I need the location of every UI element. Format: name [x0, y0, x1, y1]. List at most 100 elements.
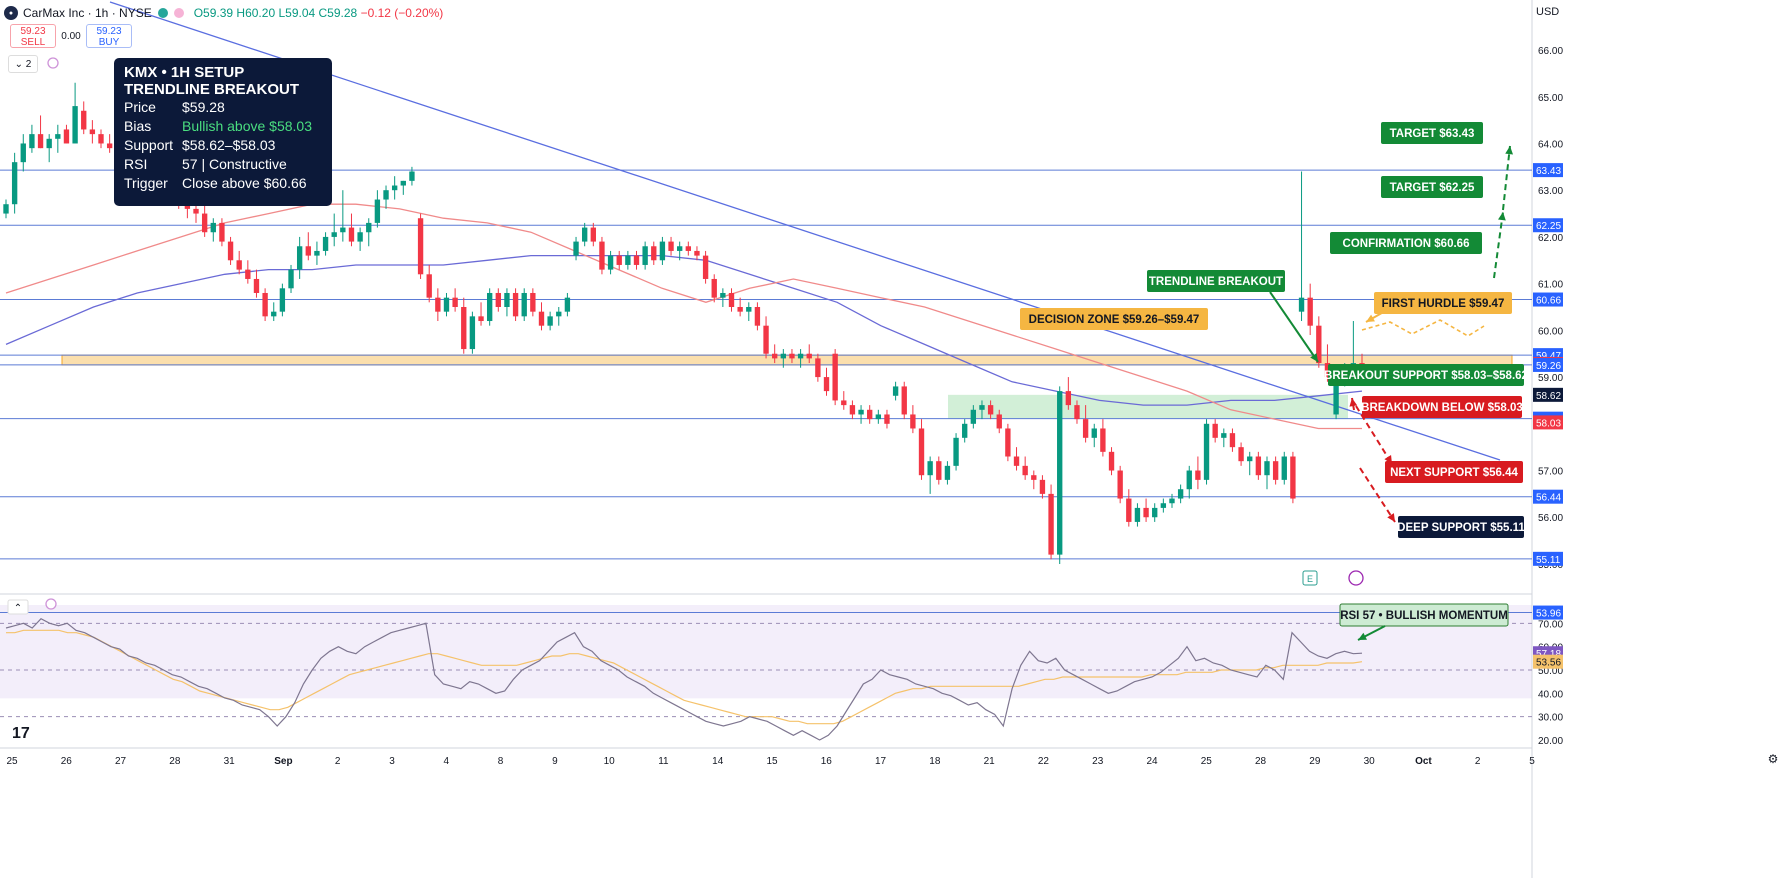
candle-body: [1013, 456, 1020, 466]
candle: [1169, 493, 1175, 508]
time-axis-tick: 30: [1364, 756, 1376, 767]
info-key: Support: [124, 137, 174, 153]
alert-marker-icon: [47, 57, 59, 69]
candle-body: [262, 292, 268, 317]
price-tag-label: 62.25: [1536, 221, 1561, 232]
candle: [530, 288, 536, 317]
target-1-label-bg: [1381, 122, 1483, 144]
candle-body: [849, 405, 856, 415]
candle: [711, 274, 717, 303]
candle: [1013, 447, 1020, 471]
candle: [1247, 451, 1253, 476]
candle-body: [210, 222, 216, 233]
confirmation-label: CONFIRMATION $60.66: [1330, 232, 1482, 254]
currency-label[interactable]: USD: [1536, 6, 1560, 18]
candle: [910, 405, 916, 434]
candle: [37, 115, 44, 149]
sell-button[interactable]: 59.23 SELL: [10, 24, 56, 48]
candle-body: [875, 414, 882, 420]
price-axis-tick: 65.00: [1538, 93, 1563, 104]
time-axis-tick: 31: [224, 756, 236, 767]
decision-zone-label-text: DECISION ZONE $59.26–$59.47: [1029, 314, 1200, 326]
target-2-label: TARGET $62.25: [1381, 176, 1483, 198]
time-axis-tick: 3: [389, 756, 395, 767]
rsi-note-arrow-head: [1358, 632, 1367, 640]
candle: [72, 82, 78, 144]
candle: [279, 283, 286, 317]
candle: [936, 456, 942, 485]
candle-body: [936, 461, 942, 480]
candle-body: [979, 405, 985, 410]
candle: [780, 349, 787, 368]
target-2-label-text: TARGET $62.25: [1390, 182, 1475, 194]
candle-body: [1134, 507, 1141, 522]
price-axis-tick: 64.00: [1538, 139, 1563, 150]
buy-button[interactable]: 59.23 BUY: [86, 24, 132, 48]
breakdown-below-label: BREAKDOWN BELOW $58.03: [1361, 396, 1523, 418]
time-axis-tick: 18: [929, 756, 941, 767]
candle: [651, 241, 657, 265]
confirmation-label-bg: [1330, 232, 1482, 254]
next-support-label-text: NEXT SUPPORT $56.44: [1390, 467, 1518, 479]
buy-price: 59.23: [96, 26, 122, 37]
indicators-toggle-button[interactable]: ⌄ 2: [8, 55, 38, 73]
candle: [253, 269, 260, 298]
candle-body: [55, 134, 61, 139]
candle: [763, 316, 769, 359]
ema-slow-line: [5, 254, 1363, 406]
rsi-tag-bg: [1533, 654, 1563, 669]
rsi-collapse-button[interactable]: [7, 599, 29, 615]
candle: [677, 241, 683, 261]
open-value: O59.39: [193, 6, 234, 20]
symbol-title[interactable]: CarMax Inc · 1h · NYSE: [23, 6, 152, 20]
candle-body: [832, 353, 838, 401]
candle: [366, 218, 372, 247]
candle-body: [910, 414, 916, 429]
setup-info-box: KMX • 1H SETUP TRENDLINE BREAKOUT Price $…: [114, 58, 332, 206]
rsi-axis-tick: 50.00: [1538, 666, 1563, 677]
spread-value: 0.00: [61, 30, 81, 42]
first-hurdle-label: FIRST HURDLE $59.47: [1374, 292, 1512, 314]
time-axis-tick: 23: [1092, 756, 1104, 767]
candle-body: [547, 316, 553, 326]
price-axis-tick: 63.00: [1538, 186, 1563, 197]
candle-body: [478, 316, 484, 322]
candle-body: [1065, 391, 1072, 406]
candle-body: [1100, 428, 1106, 452]
time-axis-tick: 28: [1255, 756, 1267, 767]
candle-body: [98, 134, 104, 144]
candle-body: [3, 204, 9, 214]
candle: [858, 405, 864, 424]
candle: [486, 288, 493, 326]
candle-body: [987, 405, 994, 415]
info-value: 57 | Constructive: [182, 156, 287, 172]
time-axis-tick: 2: [1475, 756, 1481, 767]
candle: [806, 344, 812, 364]
time-axis-tick: 10: [604, 756, 616, 767]
gear-icon[interactable]: ⚙: [1768, 752, 1779, 766]
price-axis-tick: 56.00: [1538, 513, 1563, 524]
candle-body: [512, 292, 519, 317]
candle: [1186, 465, 1192, 499]
candle: [1005, 423, 1011, 462]
candle: [918, 419, 925, 480]
candle-body: [892, 386, 899, 396]
candle: [728, 288, 735, 312]
candle-body: [1203, 423, 1210, 480]
candle: [1048, 484, 1054, 560]
candle-body: [1186, 470, 1192, 490]
change-value: −0.12 (−0.20%): [360, 6, 444, 20]
setup-subtitle: TRENDLINE BREAKOUT: [124, 81, 299, 98]
time-axis-tick: 28: [169, 756, 181, 767]
candle-body: [867, 409, 873, 420]
candle-body: [1281, 456, 1287, 480]
candle-body: [1048, 493, 1054, 555]
candle-body: [1212, 423, 1218, 438]
candle-body: [746, 307, 752, 312]
candle: [616, 250, 622, 270]
candle-body: [1316, 325, 1322, 364]
candle: [547, 311, 553, 331]
candle-body: [573, 241, 579, 256]
